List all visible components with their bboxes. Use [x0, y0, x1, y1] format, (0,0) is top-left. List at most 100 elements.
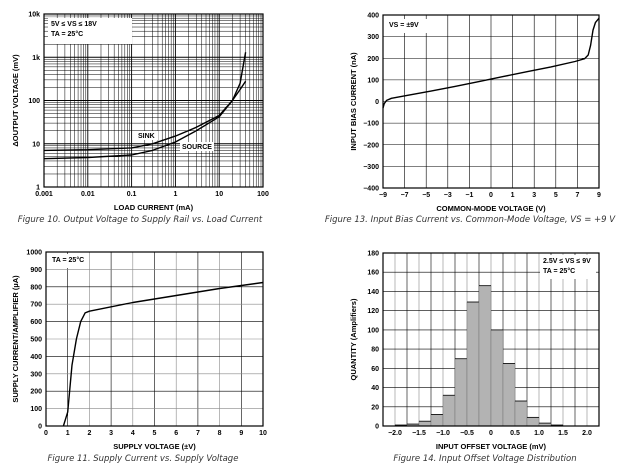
y-tick-label: −100: [363, 121, 379, 128]
annotation-text: TA = 25°C: [543, 267, 575, 275]
y-tick-label: 0: [38, 424, 42, 431]
histogram-bar: [490, 329, 504, 427]
x-axis-title: INPUT OFFSET VOLTAGE (mV): [436, 442, 547, 451]
x-tick-label: 8: [218, 430, 222, 437]
y-tick-label: 700: [30, 302, 42, 309]
x-tick-label: 1.0: [534, 430, 544, 437]
series-line-ib: [382, 17, 600, 109]
x-tick-label: 7: [196, 430, 200, 437]
y-tick-label: 80: [371, 347, 379, 354]
y-axis-title: QUANTITY (Amplifiers): [349, 298, 358, 380]
y-tick-label: 0: [375, 99, 379, 106]
y-axis-title: SUPPLY CURRENT/AMPLIFIER (µA): [11, 275, 20, 403]
y-tick-label: 100: [30, 406, 42, 413]
histogram-bar: [478, 285, 492, 427]
annotation-background: [540, 255, 596, 279]
y-tick-label: 40: [371, 385, 379, 392]
x-tick-label: 1: [66, 430, 70, 437]
series-line-isy: [62, 281, 264, 427]
x-tick-label: −1: [465, 192, 473, 199]
plot-frame: [382, 14, 600, 189]
y-tick-label: 0: [375, 424, 379, 431]
y-tick-label: 400: [367, 13, 379, 20]
x-tick-label: 2.0: [582, 430, 592, 437]
x-tick-label: 3: [532, 192, 536, 199]
y-tick-label: 120: [367, 308, 379, 315]
histogram-bar: [442, 395, 456, 427]
annotation-background: [49, 254, 89, 268]
x-tick-label: 100: [257, 191, 269, 198]
x-tick-label: 0: [489, 430, 493, 437]
x-tick-label: 1: [173, 191, 177, 198]
y-tick-label: 1: [36, 185, 40, 192]
annotation-text: VS = ±9V: [389, 22, 419, 29]
y-tick-label: 900: [30, 267, 42, 274]
annotation-text: TA = 25°C: [51, 30, 83, 38]
chart-1: 5V ≤ VS ≤ 18V TA = 25°C SINK SOURCE 0.001 0.0…: [11, 12, 269, 226]
x-tick-label: −0.5: [460, 430, 474, 437]
x-tick-label: 1: [511, 192, 515, 199]
y-tick-label: 160: [367, 270, 379, 277]
annotation-background: [386, 19, 430, 33]
y-tick-label: 100: [28, 98, 40, 105]
x-tick-label: −2.0: [388, 430, 402, 437]
y-tick-label: 200: [30, 389, 42, 396]
figure-caption: Figure 10. Output Voltage to Supply Rail…: [18, 215, 263, 225]
x-tick-label: −7: [401, 192, 409, 199]
x-tick-label: 2: [87, 430, 91, 437]
x-tick-label: 5: [153, 430, 157, 437]
histogram-bar: [526, 417, 540, 427]
y-tick-label: 300: [367, 34, 379, 41]
y-tick-label: 20: [371, 404, 379, 411]
y-tick-label: 200: [367, 56, 379, 63]
x-tick-label: −5: [422, 192, 430, 199]
y-tick-label: 400: [30, 354, 42, 361]
histogram-bar: [502, 363, 516, 427]
x-axis-title: LOAD CURRENT (mA): [114, 203, 194, 212]
chart-2: VS = ±9V −9 −7 −5 −3 −1 0 1 3 5 7 9 −400 −300 −200 −100…: [325, 13, 616, 226]
x-tick-label: 0.01: [81, 191, 95, 198]
figure-caption: Figure 14. Input Offset Voltage Distribu…: [393, 454, 576, 464]
annotation-background: [48, 18, 132, 44]
series-label-source: SOURCE: [182, 144, 212, 151]
y-axis-title: INPUT BIAS CURRENT (nA): [349, 52, 358, 151]
x-tick-label: 0: [44, 430, 48, 437]
histogram-bar: [466, 301, 480, 427]
x-tick-label: 0.5: [510, 430, 520, 437]
x-tick-label: −1.5: [412, 430, 426, 437]
y-tick-label: 140: [367, 289, 379, 296]
series-line-sink: [43, 52, 247, 152]
grid: [46, 252, 263, 426]
x-tick-label: 9: [597, 192, 601, 199]
figure-caption: Figure 13. Input Bias Current vs. Common…: [325, 215, 616, 225]
x-tick-label: −9: [379, 192, 387, 199]
y-tick-label: 100: [367, 77, 379, 84]
x-tick-label: 5: [554, 192, 558, 199]
x-tick-label: −3: [444, 192, 452, 199]
x-axis-title: SUPPLY VOLTAGE (±V): [113, 442, 196, 451]
series-label-sink: SINK: [138, 133, 155, 140]
y-tick-label: 500: [30, 337, 42, 344]
x-tick-label: 9: [239, 430, 243, 437]
x-tick-label: 10: [259, 430, 267, 437]
plot-frame: [43, 13, 264, 188]
y-tick-label: 100: [367, 327, 379, 334]
chart-3: TA = 25°C0 1 2 3 4 5 6 7 8 9 100100200300400500600…: [11, 250, 267, 465]
series-label-bg: [136, 131, 158, 140]
histogram-bar: [454, 358, 468, 427]
y-tick-label: 300: [30, 371, 42, 378]
y-tick-label: −200: [363, 142, 379, 149]
y-tick-label: 10: [32, 141, 40, 148]
annotation-text: TA = 25°C: [52, 256, 84, 264]
x-tick-label: 7: [575, 192, 579, 199]
y-tick-label: 180: [367, 251, 379, 258]
annotation-text: 2.5V ≤ VS ≤ 9V: [543, 258, 591, 265]
series-line-source: [43, 80, 247, 160]
x-axis-title: COMMON-MODE VOLTAGE (V): [436, 204, 546, 213]
histogram-bar: [418, 420, 432, 427]
series-label-bg: [180, 142, 214, 151]
y-tick-label: 1000: [26, 250, 42, 257]
plot-frame: [382, 252, 600, 427]
x-tick-label: 6: [174, 430, 178, 437]
